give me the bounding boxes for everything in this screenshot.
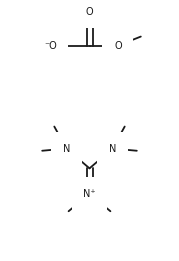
Text: O: O	[114, 41, 122, 51]
Text: N: N	[109, 144, 116, 153]
Text: O: O	[86, 7, 93, 17]
Text: N: N	[63, 144, 70, 153]
Text: ⁻O: ⁻O	[44, 41, 57, 51]
Text: N⁺: N⁺	[83, 189, 96, 199]
